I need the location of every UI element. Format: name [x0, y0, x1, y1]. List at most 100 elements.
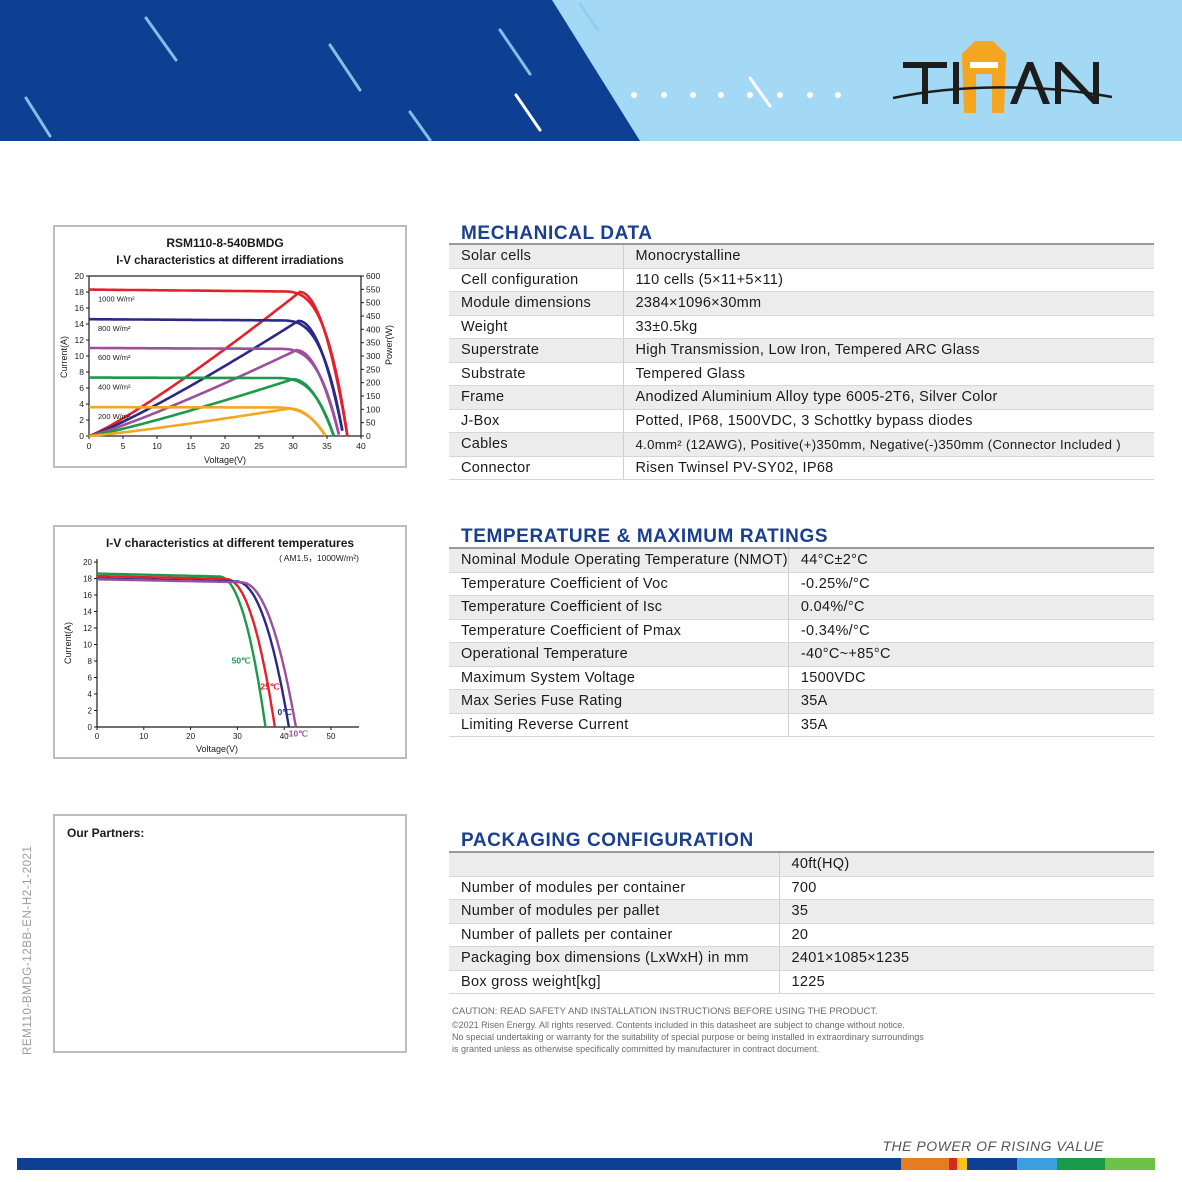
copyright-note: ©2021 Risen Energy. All rights reserved.… [452, 1020, 905, 1030]
temperature-key: Operational Temperature [449, 642, 789, 667]
mechanical-value: High Transmission, Low Iron, Tempered AR… [623, 338, 1154, 363]
chart-temperature: I-V characteristics at different tempera… [63, 536, 359, 754]
y-tick-label: 10 [83, 641, 92, 650]
packaging-title: PACKAGING CONFIGURATION [461, 830, 754, 851]
temperature-row: Operational Temperature -40°C~+85°C [449, 642, 1154, 667]
mechanical-value: Risen Twinsel PV-SY02, IP68 [623, 456, 1154, 480]
y-tick-label: 20 [83, 558, 92, 567]
temperature-value: 35A [788, 689, 1154, 714]
mechanical-row: J-Box Potted, IP68, 1500VDC, 3 Schottky b… [449, 409, 1154, 433]
mechanical-key: Weight [449, 315, 624, 339]
mechanical-value: 110 cells (5×11+5×11) [623, 268, 1154, 292]
mechanical-key: Cables [449, 432, 624, 457]
y-axis-label: Current(A) [63, 622, 73, 664]
y2-tick-label: 600 [366, 271, 380, 281]
temperature-row: Temperature Coefficient of Isc 0.04%/°C [449, 595, 1154, 620]
mechanical-row: Weight 33±0.5kg [449, 315, 1154, 339]
temperature-value: 44°C±2°C [788, 549, 1154, 573]
mechanical-row: Frame Anodized Aluminium Alloy type 6005-… [449, 385, 1154, 410]
temperature-row: Temperature Coefficient of Pmax -0.34%/°C [449, 619, 1154, 643]
y2-tick-label: 150 [366, 391, 380, 401]
chart-title: I-V characteristics at different irradia… [116, 255, 344, 267]
mechanical-value: 4.0mm² (12AWG), Positive(+)350mm, Negati… [623, 432, 1154, 457]
temperature-key: Maximum System Voltage [449, 666, 789, 690]
temperature-value: 1500VDC [788, 666, 1154, 690]
chart-irradiance: RSM110-8-540BMDG I-V characteristics at … [59, 236, 394, 465]
temperature-value: -40°C~+85°C [788, 642, 1154, 667]
x-tick-label: 15 [186, 441, 196, 451]
y2-tick-label: 200 [366, 378, 380, 388]
x-tick-label: 10 [152, 441, 162, 451]
x-axis-label: Voltage(V) [196, 744, 238, 754]
packaging-value: 20 [779, 923, 1154, 947]
document-id: REM110-BMDG-12BB-EN-H2-1-2021 [22, 845, 34, 1055]
y-tick-label: 2 [79, 415, 84, 425]
temperature-row: Nominal Module Operating Temperature (NM… [449, 549, 1154, 573]
y-tick-label: 0 [79, 431, 84, 441]
packaging-table: 40ft(HQ) Number of modules per container 7… [449, 853, 1154, 994]
packaging-key: Number of modules per pallet [449, 899, 780, 924]
temperature-row: Max Series Fuse Rating 35A [449, 689, 1154, 714]
y2-tick-label: 400 [366, 324, 380, 334]
warranty-note-2: is granted unless as otherwise specifica… [452, 1044, 820, 1054]
curve-label: 1000 W/m² [98, 295, 135, 304]
titan-logo [892, 41, 1113, 113]
temperature-key: Max Series Fuse Rating [449, 689, 789, 714]
y-tick-label: 0 [88, 723, 93, 732]
mechanical-value: Monocrystalline [623, 245, 1154, 269]
curve-label: 50℃ [232, 656, 251, 666]
packaging-row: Number of modules per pallet 35 [449, 899, 1154, 924]
packaging-row: 40ft(HQ) [449, 853, 1154, 877]
iv-curve [89, 317, 344, 431]
iv-curve [96, 574, 276, 728]
mechanical-value: Anodized Aluminium Alloy type 6005-2T6, … [623, 385, 1154, 410]
y2-tick-label: 450 [366, 311, 380, 321]
packaging-row: Number of pallets per container 20 [449, 923, 1154, 947]
y-tick-label: 18 [75, 287, 85, 297]
curve-label: 0℃ [277, 707, 292, 717]
temperature-key: Temperature Coefficient of Isc [449, 595, 789, 620]
y2-tick-label: 550 [366, 284, 380, 294]
curve-label: 25℃ [260, 681, 279, 691]
mechanical-row: Connector Risen Twinsel PV-SY02, IP68 [449, 456, 1154, 480]
y-tick-label: 8 [79, 367, 84, 377]
temperature-title: TEMPERATURE & MAXIMUM RATINGS [461, 526, 829, 547]
pv-curve [88, 290, 349, 438]
packaging-key: Packaging box dimensions (LxWxH) in mm [449, 946, 780, 971]
y-tick-label: 16 [75, 303, 85, 313]
packaging-key: Box gross weight[kg] [449, 970, 780, 994]
y2-tick-label: 50 [366, 418, 376, 428]
y-tick-label: 18 [83, 575, 92, 584]
y-axis-label-right: Power(W) [384, 325, 394, 365]
mechanical-value: Tempered Glass [623, 362, 1154, 386]
packaging-key: Number of pallets per container [449, 923, 780, 947]
y-tick-label: 6 [88, 674, 93, 683]
y-tick-label: 12 [75, 335, 85, 345]
partners-panel: Our Partners: [53, 814, 407, 1053]
chart-temperature-panel: I-V characteristics at different tempera… [53, 525, 407, 759]
x-tick-label: 0 [87, 441, 92, 451]
pv-curve [88, 319, 344, 438]
mechanical-key: Module dimensions [449, 291, 624, 316]
packaging-value: 1225 [779, 970, 1154, 994]
temperature-row: Temperature Coefficient of Voc -0.25%/°C [449, 572, 1154, 596]
packaging-key: Number of modules per container [449, 876, 780, 900]
mechanical-key: Substrate [449, 362, 624, 386]
x-tick-label: 50 [327, 732, 336, 741]
y2-tick-label: 0 [366, 431, 371, 441]
x-tick-label: 25 [254, 441, 264, 451]
chart-irradiance-panel: RSM110-8-540BMDG I-V characteristics at … [53, 225, 407, 468]
y2-tick-label: 100 [366, 404, 380, 414]
y-tick-label: 14 [83, 608, 92, 617]
mechanical-table: Solar cells Monocrystalline Cell configura… [449, 245, 1154, 480]
x-tick-label: 20 [220, 441, 230, 451]
temperature-value: 35A [788, 713, 1154, 737]
x-tick-label: 40 [280, 732, 289, 741]
x-tick-label: 10 [139, 732, 148, 741]
chart-title: I-V characteristics at different tempera… [106, 536, 354, 550]
temperature-key: Temperature Coefficient of Pmax [449, 619, 789, 643]
mechanical-row: Module dimensions 2384×1096×30mm [449, 291, 1154, 316]
curve-label: 200 W/m² [98, 412, 131, 421]
footer-bar [17, 1158, 1155, 1170]
y-tick-label: 12 [83, 624, 92, 633]
